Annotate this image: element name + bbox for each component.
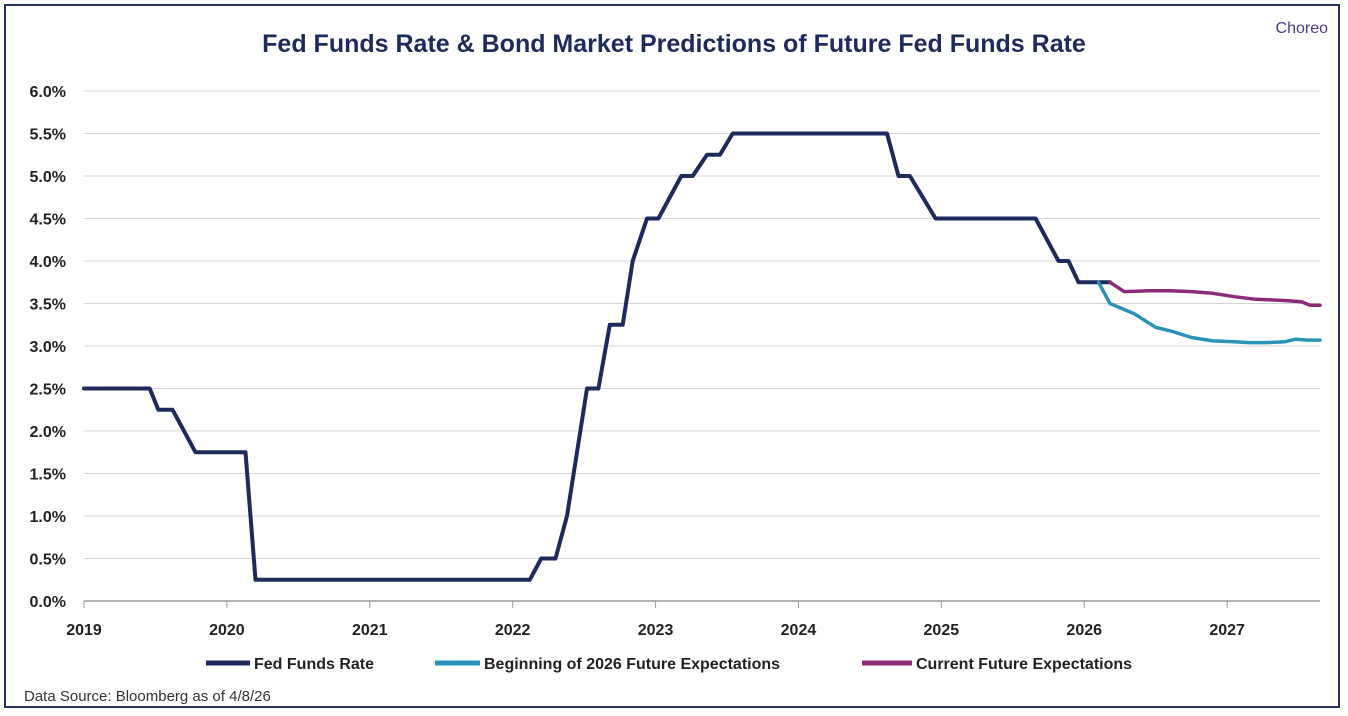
series-line-2: [1108, 280, 1322, 307]
y-tick-label: 1.5%: [30, 467, 66, 484]
legend: Fed Funds Rate Beginning of 2026 Future E…: [206, 656, 1132, 673]
x-tick-label: 2023: [638, 622, 674, 639]
chart-title: Fed Funds Rate & Bond Market Predictions…: [262, 30, 1086, 58]
y-tick-label: 4.0%: [30, 254, 66, 271]
chart-frame: [4, 4, 1340, 708]
legend-label-1: Beginning of 2026 Future Expectations: [484, 656, 780, 673]
series-lines: [82, 131, 1322, 582]
x-tick-label: 2021: [352, 622, 388, 639]
series-line-1: [1096, 280, 1322, 345]
y-tick-label: 1.0%: [30, 509, 66, 526]
legend-label-0: Fed Funds Rate: [254, 656, 374, 673]
x-tick-label: 2026: [1066, 622, 1102, 639]
series-line-0: [82, 131, 1112, 582]
y-tick-label: 3.5%: [30, 297, 66, 314]
x-tick-label: 2025: [924, 622, 960, 639]
y-tick-label: 0.5%: [30, 552, 66, 569]
grid-lines: [84, 90, 1320, 602]
data-source-note: Data Source: Bloomberg as of 4/8/26: [24, 688, 271, 705]
y-tick-label: 5.0%: [30, 169, 66, 186]
y-tick-label: 3.0%: [30, 339, 66, 356]
legend-label-2: Current Future Expectations: [916, 656, 1132, 673]
y-axis-ticks: 0.0% 0.5% 1.0% 1.5% 2.0% 2.5% 3.0% 3.5% 4.0% 4.5%…: [30, 84, 66, 611]
y-tick-label: 4.5%: [30, 212, 66, 229]
y-tick-label: 6.0%: [30, 84, 66, 101]
x-tick-label: 2027: [1209, 622, 1245, 639]
x-tick-label: 2019: [66, 622, 102, 639]
y-tick-label: 0.0%: [30, 594, 66, 611]
x-tick-label: 2020: [209, 622, 245, 639]
x-axis-ticks: 2019 2020 2021 2022 2023 2024 2025 2026 2027: [66, 601, 1245, 639]
y-tick-label: 2.0%: [30, 424, 66, 441]
x-tick-label: 2022: [495, 622, 531, 639]
y-tick-label: 2.5%: [30, 382, 66, 399]
x-tick-label: 2024: [781, 622, 817, 639]
y-tick-label: 5.5%: [30, 127, 66, 144]
brand-logo: Choreo: [1275, 20, 1328, 37]
